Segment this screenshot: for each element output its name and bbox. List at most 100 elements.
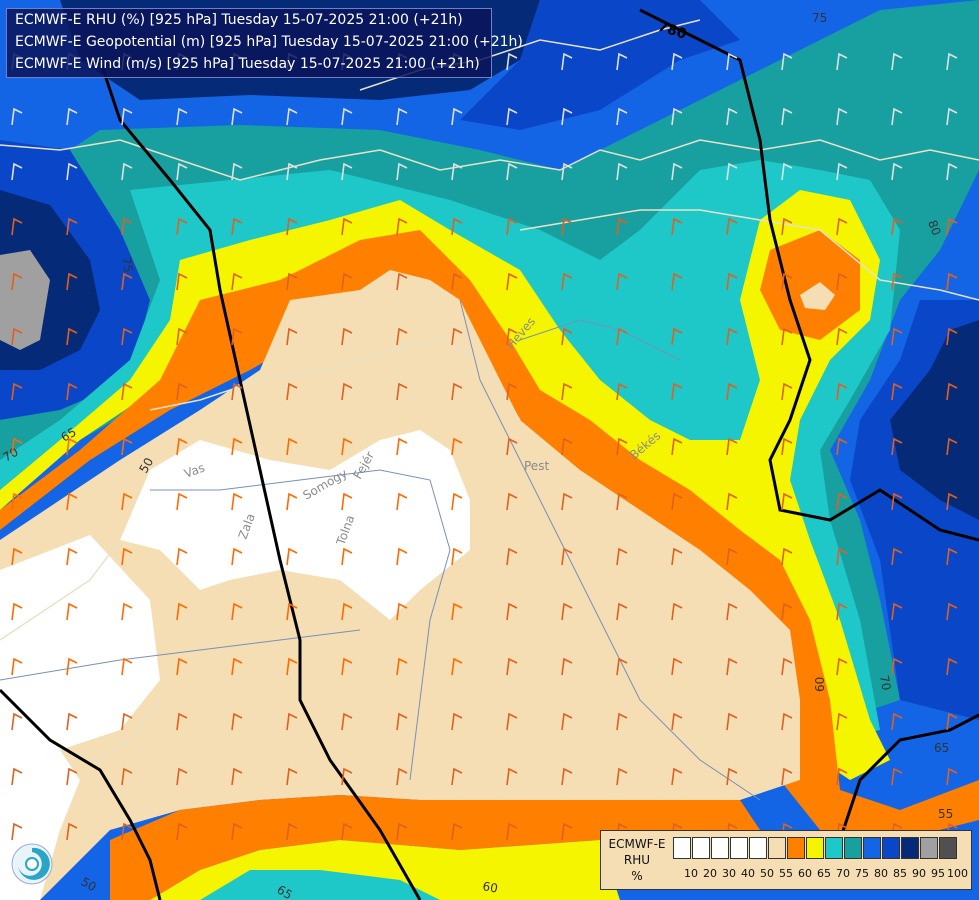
- wind-barb: [451, 382, 463, 401]
- wind-barb: [946, 657, 958, 676]
- wind-barb: [396, 822, 408, 841]
- wind-barb: [341, 327, 353, 346]
- wind-barb: [341, 547, 353, 566]
- legend-swatch: [730, 837, 748, 859]
- wind-barb: [396, 437, 408, 456]
- wind-barb: [836, 547, 848, 566]
- wind-barb: [616, 767, 628, 786]
- wind-barb: [231, 492, 243, 511]
- wind-barb: [121, 272, 133, 291]
- rhu-band-70-south: [200, 870, 440, 900]
- legend-title-line1: ECMWF-E: [608, 837, 666, 851]
- wind-barb: [451, 272, 463, 291]
- wind-barb: [11, 657, 23, 676]
- wind-barb: [396, 217, 408, 236]
- wind-barb: [726, 382, 738, 401]
- legend-swatch: [920, 837, 938, 859]
- wind-barb: [671, 657, 683, 676]
- wind-barb: [396, 272, 408, 291]
- wind-barb: [11, 822, 23, 841]
- wind-barb: [946, 382, 958, 401]
- wind-barb: [66, 492, 78, 511]
- wind-barb: [66, 217, 78, 236]
- wind-barb: [891, 162, 903, 181]
- legend-swatch: [692, 837, 710, 859]
- wind-barb: [121, 492, 133, 511]
- wind-barb: [341, 382, 353, 401]
- wind-barb: [121, 822, 133, 841]
- wind-barb: [396, 492, 408, 511]
- wind-barb: [891, 712, 903, 731]
- legend: ECMWF-E RHU % 10 20 30 40 50 55 60 65 70 75 80 85 90…: [600, 830, 972, 890]
- wind-barb: [726, 327, 738, 346]
- rivers: [0, 299, 761, 801]
- rhu-band-55-east-spot: [800, 282, 835, 310]
- title-rhu: ECMWF-E RHU (%) [925 hPa] Tuesday 15-07-…: [15, 12, 463, 28]
- rhu-band-85-north: [460, 0, 740, 130]
- rhu-label: 75: [119, 256, 135, 273]
- wind-barb: [66, 602, 78, 621]
- wind-barb: [396, 162, 408, 181]
- legend-tick: 10: [684, 867, 698, 880]
- wind-barb: [341, 492, 353, 511]
- legend-swatch: [901, 837, 919, 859]
- wind-barb: [836, 162, 848, 181]
- wind-barb: [176, 492, 188, 511]
- legend-tick: 40: [741, 867, 755, 880]
- wind-barb: [121, 382, 133, 401]
- legend-swatch: [749, 837, 767, 859]
- wind-barb: [671, 217, 683, 236]
- wind-barb: [341, 767, 353, 786]
- wind-barb: [506, 162, 518, 181]
- wind-barb: [836, 602, 848, 621]
- wind-barb: [451, 217, 463, 236]
- wind-barb: [671, 327, 683, 346]
- legend-tick: 65: [817, 867, 831, 880]
- wind-barb: [561, 657, 573, 676]
- wind-barb: [561, 437, 573, 456]
- rhu-label: 75: [812, 11, 827, 25]
- wind-barb: [506, 382, 518, 401]
- wind-barb: [616, 437, 628, 456]
- wind-barb: [176, 547, 188, 566]
- wind-barb: [451, 822, 463, 841]
- rhu-label: 70: [1, 445, 21, 465]
- wind-barb: [231, 217, 243, 236]
- wind-barb: [946, 492, 958, 511]
- wind-barb: [781, 382, 793, 401]
- wind-barb: [66, 822, 78, 841]
- wind-barb: [66, 327, 78, 346]
- wind-barb: [946, 602, 958, 621]
- wind-barb: [11, 327, 23, 346]
- place-label: Pest: [524, 459, 549, 473]
- wind-barb: [836, 767, 848, 786]
- wind-barb: [891, 547, 903, 566]
- wind-barb: [66, 107, 78, 126]
- wind-barb: [781, 162, 793, 181]
- wind-barb: [781, 767, 793, 786]
- wind-barb: [671, 272, 683, 291]
- wind-barb: [506, 547, 518, 566]
- wind-barb: [891, 107, 903, 126]
- wind-barb: [616, 272, 628, 291]
- wind-barb: [341, 822, 353, 841]
- legend-tick: 55: [779, 867, 793, 880]
- legend-swatch: [863, 837, 881, 859]
- wind-barb: [286, 822, 298, 841]
- wind-barb: [946, 272, 958, 291]
- wind-barb: [946, 767, 958, 786]
- wind-barb: [726, 162, 738, 181]
- rhu-band-60-east-spot: [760, 230, 860, 340]
- wind-barb: [506, 712, 518, 731]
- wind-barb: [891, 52, 903, 71]
- rhu-band-50-west: [0, 535, 160, 790]
- wind-barb: [231, 547, 243, 566]
- wind-barb: [11, 602, 23, 621]
- wind-barb: [176, 437, 188, 456]
- wind-barb: [726, 712, 738, 731]
- wind-barb: [836, 437, 848, 456]
- wind-barb: [66, 547, 78, 566]
- wind-barb: [66, 272, 78, 291]
- wind-barb: [121, 767, 133, 786]
- wind-barb: [561, 547, 573, 566]
